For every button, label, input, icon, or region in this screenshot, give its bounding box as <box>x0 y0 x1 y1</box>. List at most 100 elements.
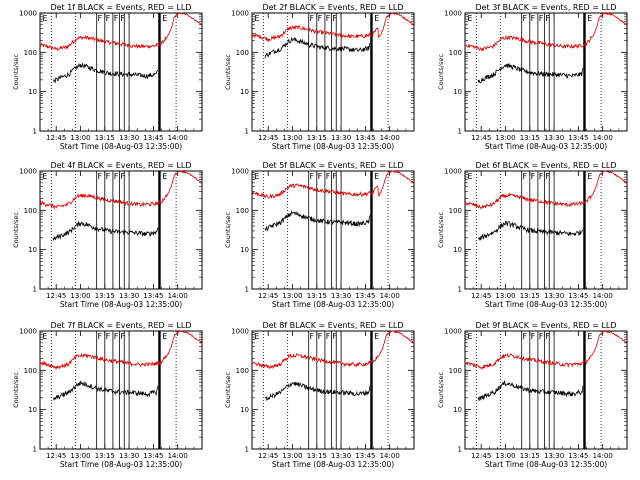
state-marker: F <box>531 14 536 23</box>
plot-frame <box>464 330 628 450</box>
state-marker: E <box>374 332 379 341</box>
panel-3: Det 3f BLACK = Events, RED = LLD 1 10 100 10… <box>437 3 628 151</box>
attenuator-bar <box>370 13 373 131</box>
x-tick-label: 13:00 <box>282 134 302 142</box>
plot-frame <box>39 170 203 290</box>
y-tick-label: 1 <box>458 446 462 454</box>
y-axis-label: Counts/sec <box>224 54 232 90</box>
state-marker: E <box>374 172 379 181</box>
y-tick-label: 100 <box>236 49 249 57</box>
state-marker: E <box>587 172 592 181</box>
x-axis-label: Start Time (08-Aug-03 12:35:00) <box>272 460 394 469</box>
state-marker: E <box>374 14 379 23</box>
state-marker: F <box>106 172 111 181</box>
state-marker: E <box>587 14 592 23</box>
y-tick-label: 1 <box>458 286 462 294</box>
y-axis-label: Counts/sec <box>224 372 232 408</box>
panel-title: Det 8f BLACK = Events, RED = LLD <box>262 321 403 330</box>
y-tick-label: 10 <box>453 246 462 254</box>
x-tick-label: 12:45 <box>471 134 491 142</box>
lld-series-line <box>464 12 627 53</box>
state-marker: F <box>120 172 125 181</box>
lld-series-line <box>39 329 202 371</box>
events-series-line <box>477 379 584 401</box>
panel-title: Det 3f BLACK = Events, RED = LLD <box>475 3 616 12</box>
state-marker: F <box>523 14 528 23</box>
state-marker: F <box>98 14 103 23</box>
y-tick-label: 10 <box>240 246 249 254</box>
y-tick-label: 1 <box>458 128 462 136</box>
y-axis-label: Counts/sec <box>224 212 232 248</box>
x-tick-label: 12:45 <box>46 452 66 460</box>
panel-2: Det 2f BLACK = Events, RED = LLD 1 10 100 10… <box>224 3 415 151</box>
x-tick-label: 13:00 <box>282 452 302 460</box>
x-tick-label: 13:30 <box>119 134 139 142</box>
x-tick-label: 13:45 <box>355 292 375 300</box>
state-marker: F <box>332 14 337 23</box>
x-tick-label: 13:30 <box>544 292 564 300</box>
y-tick-label: 1000 <box>231 10 249 18</box>
x-tick-label: 14:00 <box>168 134 188 142</box>
x-axis-label: Start Time (08-Aug-03 12:35:00) <box>60 460 182 469</box>
y-tick-label: 1000 <box>231 328 249 336</box>
x-tick-label: 13:15 <box>307 292 327 300</box>
y-tick-label: 1 <box>245 128 249 136</box>
state-marker: F <box>531 332 536 341</box>
x-tick-label: 13:45 <box>568 134 588 142</box>
state-marker: F <box>539 332 544 341</box>
events-series-line <box>264 209 371 232</box>
y-tick-label: 1 <box>33 286 37 294</box>
y-tick-label: 1000 <box>231 168 249 176</box>
y-tick-label: 10 <box>28 88 37 96</box>
x-tick-label: 12:45 <box>258 452 278 460</box>
plot-frame <box>39 12 203 132</box>
x-tick-label: 13:30 <box>544 134 564 142</box>
y-axis-label: Counts/sec <box>12 372 20 408</box>
x-tick-label: 13:15 <box>307 134 327 142</box>
panel-1: Det 1f BLACK = Events, RED = LLD 1 10 100 10… <box>12 3 203 151</box>
x-tick-label: 12:45 <box>46 134 66 142</box>
y-tick-label: 1000 <box>444 168 462 176</box>
y-tick-label: 10 <box>28 246 37 254</box>
state-marker: F <box>114 14 119 23</box>
y-tick-label: 1000 <box>19 328 37 336</box>
x-tick-label: 13:00 <box>70 134 90 142</box>
state-marker: F <box>98 332 103 341</box>
state-marker: E <box>162 14 167 23</box>
y-tick-label: 100 <box>24 207 37 215</box>
lld-series-line <box>251 12 414 43</box>
panel-7: Det 7f BLACK = Events, RED = LLD 1 10 100 10… <box>12 321 203 469</box>
state-marker: E <box>254 14 259 23</box>
state-marker: F <box>545 172 550 181</box>
events-series-line <box>52 62 158 83</box>
x-axis-label: Start Time (08-Aug-03 12:35:00) <box>60 300 182 309</box>
panel-5: Det 5f BLACK = Events, RED = LLD 1 10 100 10… <box>224 161 415 309</box>
state-marker: F <box>310 172 315 181</box>
attenuator-bar <box>158 13 161 131</box>
x-tick-label: 14:00 <box>380 452 400 460</box>
state-marker: F <box>114 332 119 341</box>
y-tick-label: 100 <box>449 49 462 57</box>
y-tick-label: 1 <box>245 286 249 294</box>
panel-6: Det 6f BLACK = Events, RED = LLD 1 10 100 10… <box>437 161 628 309</box>
state-marker: F <box>539 14 544 23</box>
x-tick-label: 13:15 <box>95 292 115 300</box>
panel-title: Det 2f BLACK = Events, RED = LLD <box>262 3 403 12</box>
y-axis-label: Counts/sec <box>437 54 445 90</box>
plot-frame <box>464 12 628 132</box>
plot-frame <box>251 170 415 290</box>
x-tick-label: 14:00 <box>593 452 613 460</box>
state-marker: E <box>467 332 472 341</box>
x-tick-label: 13:45 <box>143 452 163 460</box>
x-axis-label: Start Time (08-Aug-03 12:35:00) <box>272 142 394 151</box>
attenuator-bar <box>370 171 373 289</box>
x-tick-label: 13:00 <box>282 292 302 300</box>
state-marker: E <box>254 332 259 341</box>
state-marker: E <box>162 332 167 341</box>
state-marker: F <box>318 14 323 23</box>
x-tick-label: 13:30 <box>331 134 351 142</box>
x-tick-label: 12:45 <box>258 292 278 300</box>
state-marker: F <box>326 14 331 23</box>
state-marker: E <box>162 172 167 181</box>
events-series-line <box>52 380 159 401</box>
